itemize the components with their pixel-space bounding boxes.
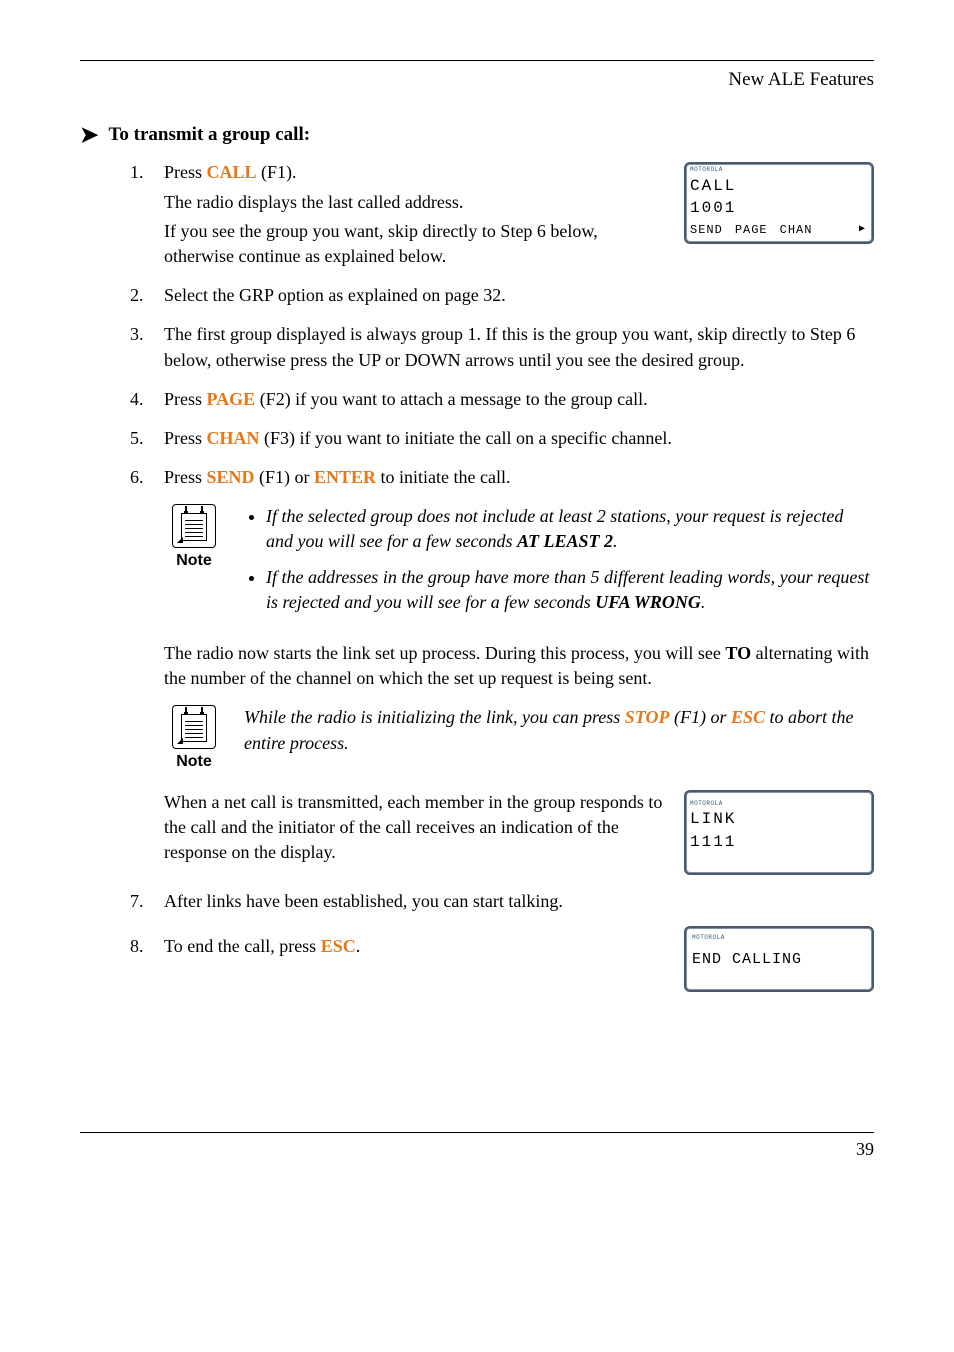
note-1-bullets: If the selected group does not include a…	[266, 504, 874, 615]
section-heading: ➤ To transmit a group call:	[80, 120, 874, 151]
chan-key: CHAN	[207, 428, 260, 448]
lcd-link: MOTOROLA LINK 1111	[684, 790, 874, 875]
esc-key: ESC	[321, 936, 356, 956]
lcd-endcall: MOTOROLA END CALLING	[684, 926, 874, 991]
lcd-chan: CHAN	[780, 222, 813, 239]
step-num: 7.	[130, 889, 144, 914]
step-4: 4. Press PAGE (F2) if you want to attach…	[130, 387, 874, 412]
step-2: 2. Select the GRP option as explained on…	[130, 283, 874, 308]
header-title: New ALE Features	[80, 67, 874, 94]
note-1: Note If the selected group does not incl…	[164, 504, 874, 625]
lcd-more-icon: ▶	[859, 223, 866, 237]
step-6: 6. Press SEND (F1) or ENTER to initiate …	[130, 465, 874, 490]
step-num: 2.	[130, 283, 144, 308]
lcd-brand: MOTOROLA	[692, 934, 866, 942]
para-netcall-row: When a net call is transmitted, each mem…	[164, 790, 874, 875]
note-label: Note	[164, 751, 224, 773]
step-num: 1.	[130, 160, 144, 185]
lcd-brand: MOTOROLA	[690, 800, 868, 808]
step-num: 3.	[130, 322, 144, 347]
step-num: 8.	[130, 934, 144, 959]
footer-rule	[80, 1132, 874, 1133]
step-1-line3: If you see the group you want, skip dire…	[164, 219, 670, 269]
note-2-text: While the radio is initializing the link…	[244, 705, 874, 755]
para-linksetup: The radio now starts the link set up pro…	[164, 641, 874, 691]
lcd-line1: CALL	[690, 175, 868, 197]
lcd-softkeys: SEND PAGE CHAN ▶	[690, 222, 868, 239]
step-3-text: The first group displayed is always grou…	[164, 324, 855, 369]
step-num: 4.	[130, 387, 144, 412]
lcd-line2: 1001	[690, 197, 868, 219]
steps-list: 1. Press CALL (F1). The radio displays t…	[130, 160, 874, 490]
enter-key: ENTER	[314, 467, 376, 487]
note-1-b2: If the addresses in the group have more …	[266, 565, 874, 615]
section-heading-text: To transmit a group call:	[108, 122, 310, 149]
call-key: CALL	[207, 162, 257, 182]
note-label: Note	[164, 550, 224, 572]
step-1: 1. Press CALL (F1). The radio displays t…	[130, 160, 874, 269]
stop-key: STOP	[625, 707, 670, 727]
arrow-icon: ➤	[80, 120, 98, 151]
lcd-end-l1: END CALLING	[692, 949, 866, 970]
step-2-text: Select the GRP option as explained on pa…	[164, 285, 506, 305]
lcd-page: PAGE	[735, 222, 768, 239]
para-netcall: When a net call is transmitted, each mem…	[164, 790, 670, 866]
lcd-call: MOTOROLA CALL 1001 SEND PAGE CHAN ▶	[684, 162, 874, 244]
step-7-text: After links have been established, you c…	[164, 891, 563, 911]
steps-list-cont: 7. After links have been established, yo…	[130, 889, 874, 992]
send-key: SEND	[207, 467, 255, 487]
lcd-link-l1: LINK	[690, 808, 868, 830]
lcd-send: SEND	[690, 222, 723, 239]
page-number: 39	[80, 1137, 874, 1162]
note-icon	[172, 705, 216, 749]
step-num: 5.	[130, 426, 144, 451]
step-7: 7. After links have been established, yo…	[130, 889, 874, 914]
note-icon	[172, 504, 216, 548]
step-1-line2: The radio displays the last called addre…	[164, 190, 670, 215]
step-num: 6.	[130, 465, 144, 490]
lcd-brand: MOTOROLA	[690, 166, 868, 174]
lcd-link-l2: 1111	[690, 831, 868, 853]
page-key: PAGE	[207, 389, 256, 409]
esc-key: ESC	[731, 707, 765, 727]
note-1-b1: If the selected group does not include a…	[266, 504, 874, 554]
step-1-line1: Press CALL (F1).	[164, 160, 670, 185]
header-rule	[80, 60, 874, 61]
step-8: 8. To end the call, press ESC. MOTOROLA …	[130, 934, 874, 991]
note-2: Note While the radio is initializing the…	[164, 705, 874, 773]
step-3: 3. The first group displayed is always g…	[130, 322, 874, 372]
step-5: 5. Press CHAN (F3) if you want to initia…	[130, 426, 874, 451]
